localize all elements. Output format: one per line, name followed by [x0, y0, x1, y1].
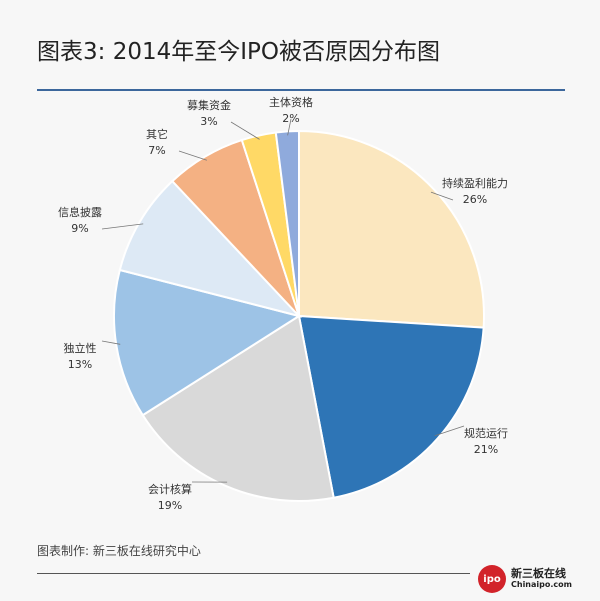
leader-line: [178, 150, 207, 161]
pie-slice-2: [297, 314, 485, 499]
leader-line: [230, 121, 260, 140]
chinaipo-logo: ipo 新三板在线 Chinaipo.com: [478, 565, 598, 597]
pie-slice-4: [113, 268, 302, 417]
slice-value-label: 13%: [68, 358, 92, 371]
slice-value-label: 26%: [463, 193, 487, 206]
title-divider: [37, 89, 565, 91]
slice-label: 募集资金: [187, 98, 231, 112]
slice-value-label: 9%: [71, 222, 88, 235]
source-note: 图表制作: 新三板在线研究中心: [37, 544, 201, 558]
leader-line: [101, 340, 121, 345]
pie-slice-8: [274, 129, 300, 317]
pie-slice-1: [298, 129, 485, 329]
slice-label: 规范运行: [464, 426, 508, 440]
slice-label: 信息披露: [58, 205, 102, 219]
slice-value-label: 21%: [474, 443, 498, 456]
pie-slice-5: [118, 179, 303, 318]
logo-circle: ipo: [478, 565, 506, 593]
slice-label: 持续盈利能力: [442, 176, 508, 190]
logo-name-cn: 新三板在线: [511, 567, 566, 580]
slice-value-label: 19%: [158, 499, 182, 512]
slice-label: 独立性: [64, 341, 97, 355]
leader-line: [434, 425, 465, 437]
leader-line: [430, 191, 454, 201]
logo-name-en: Chinaipo.com: [511, 580, 572, 589]
slice-label: 主体资格: [269, 95, 313, 109]
chart-title: 图表3: 2014年至今IPO被否原因分布图: [37, 39, 440, 65]
leader-line: [101, 223, 144, 230]
slice-value-label: 3%: [200, 115, 217, 128]
footer-divider: [37, 573, 470, 574]
pie-slice-3: [141, 314, 335, 502]
slice-label: 会计核算: [148, 482, 192, 496]
slice-label: 其它: [146, 127, 168, 141]
leader-line: [287, 118, 292, 136]
slice-value-label: 2%: [282, 112, 299, 125]
slice-value-label: 7%: [148, 144, 165, 157]
